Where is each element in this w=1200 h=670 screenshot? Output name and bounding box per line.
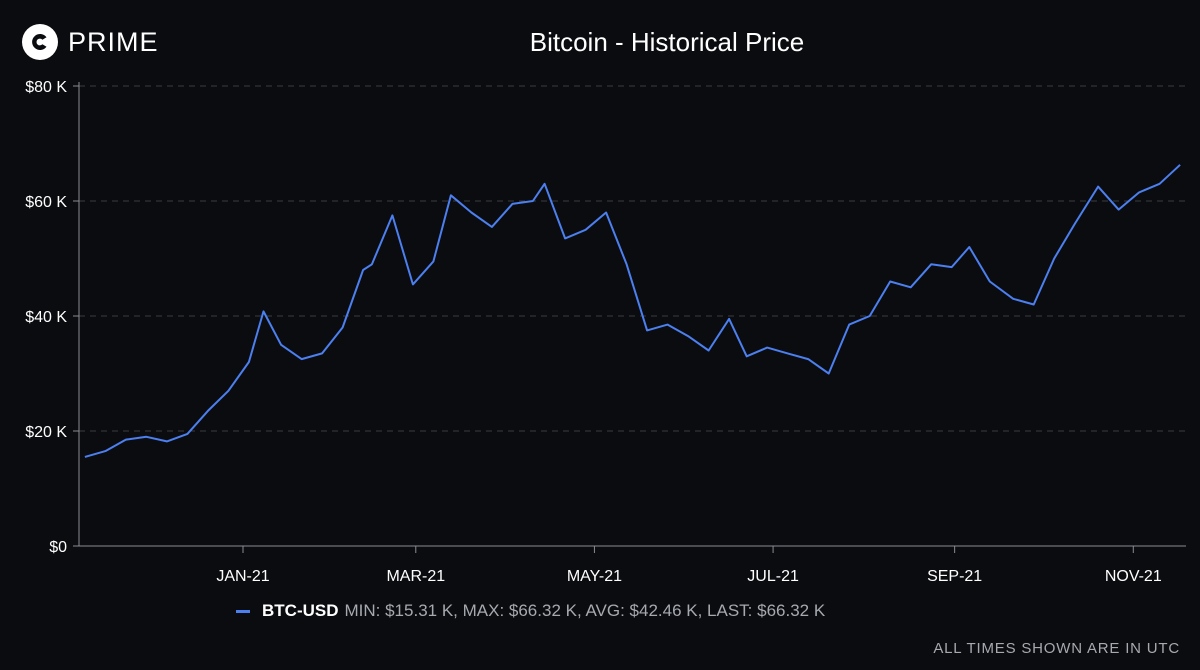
coinbase-prime-logo-icon <box>22 24 58 60</box>
x-tick-label: SEP-21 <box>927 568 982 585</box>
legend-series-name: BTC-USD <box>262 601 339 620</box>
brand-name: PRIME <box>68 26 159 57</box>
x-tick-label: MAR-21 <box>386 568 445 585</box>
chart-legend: BTC-USD MIN: $15.31 K, MAX: $66.32 K, AV… <box>236 601 825 621</box>
chart-title: Bitcoin - Historical Price <box>529 27 805 57</box>
timezone-footnote: ALL TIMES SHOWN ARE IN UTC <box>933 640 1180 657</box>
x-tick-label: JAN-21 <box>216 568 269 585</box>
legend-swatch <box>236 609 250 613</box>
y-tick-label: $60 K <box>25 194 67 211</box>
y-tick-label: $0 <box>49 539 67 556</box>
chart-gridlines <box>79 85 1186 432</box>
x-tick-label: MAY-21 <box>567 568 622 585</box>
y-tick-label: $20 K <box>25 424 67 441</box>
chart-axes <box>73 82 1186 553</box>
legend-series-stats: MIN: $15.31 K, MAX: $66.32 K, AVG: $42.4… <box>344 601 826 620</box>
x-tick-label: NOV-21 <box>1105 568 1162 585</box>
series-line-btc-usd <box>84 164 1181 458</box>
y-tick-label: $40 K <box>25 309 67 326</box>
brand-logo: PRIME <box>22 24 159 60</box>
chart-tick-labels: $0 $20 K $40 K $60 K $80 K JAN-21 MAR-21 MAY-21… <box>25 79 1162 585</box>
y-tick-label: $80 K <box>25 79 67 96</box>
x-tick-label: JUL-21 <box>747 568 799 585</box>
